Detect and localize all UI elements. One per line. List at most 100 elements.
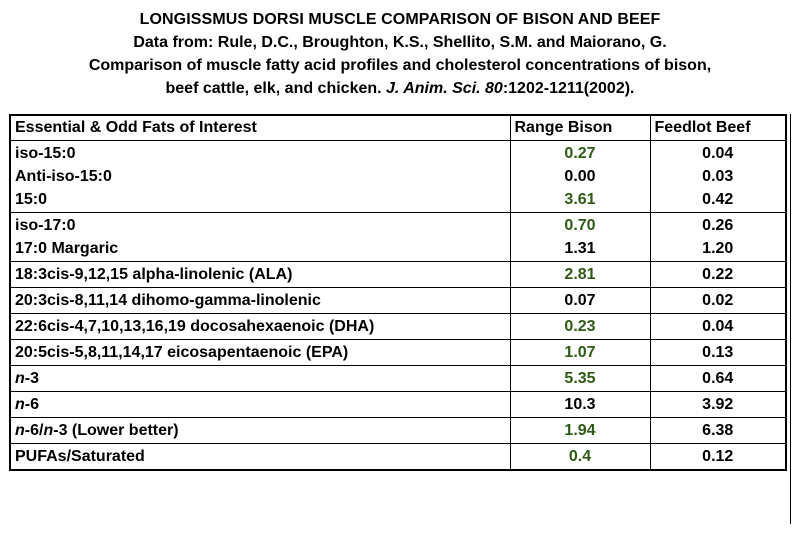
beef-value-cell: 0.64 <box>649 365 787 392</box>
bison-value: 2.81 <box>564 266 596 283</box>
fat-label-cell: n-6 <box>9 391 511 418</box>
fat-label-cell: 20:3cis-8,11,14 dihomo-gamma-linolenic <box>9 287 511 314</box>
label-italic-part: n <box>15 422 25 439</box>
fat-label-cell: iso-15:0 Anti-iso-15:0 15:0 <box>9 140 511 213</box>
beef-value: 0.26 <box>702 217 734 234</box>
table-row: PUFAs/Saturated 0.4 0.12 <box>9 443 787 471</box>
fat-label-cell: 18:3cis-9,12,15 alpha-linolenic (ALA) <box>9 261 511 288</box>
citation-pages: :1202-1211(2002). <box>502 80 635 97</box>
beef-value-cell: 0.26 1.20 <box>649 212 787 262</box>
beef-value: 0.22 <box>702 266 734 283</box>
label-part: -6/ <box>24 422 44 439</box>
beef-value: 0.13 <box>702 344 734 361</box>
beef-value-cell: 0.22 <box>649 261 787 288</box>
citation-article-end: beef cattle, elk, and chicken. <box>165 80 387 97</box>
beef-value-cell: 0.12 <box>649 443 787 471</box>
bison-value: 1.94 <box>564 422 596 439</box>
table-row: n-3 5.35 0.64 <box>9 365 787 392</box>
fat-label: 15:0 <box>15 191 48 208</box>
table-body: iso-15:0 Anti-iso-15:0 15:0 0.27 0.00 3.61 0.0… <box>9 140 787 471</box>
bison-value: 0.07 <box>564 292 596 309</box>
fat-label-cell: 22:6cis-4,7,10,13,16,19 docosahexaenoic … <box>9 313 511 340</box>
beef-value: 1.20 <box>702 240 734 257</box>
beef-value: 0.04 <box>702 318 734 335</box>
fat-label: 20:5cis-5,8,11,14,17 eicosapentaenoic (E… <box>15 344 349 361</box>
fat-label: n-3 <box>15 367 506 390</box>
bison-value-cell: 0.4 <box>509 443 651 471</box>
fatty-acid-table: Essential & Odd Fats of Interest Range B… <box>9 114 787 471</box>
fat-label-cell: n-6/n-3 (Lower better) <box>9 417 511 444</box>
bison-value-cell: 0.27 0.00 3.61 <box>509 140 651 213</box>
bison-value: 1.31 <box>564 240 596 257</box>
fat-label: 17:0 Margaric <box>15 240 119 257</box>
table-row: n-6/n-3 (Lower better) 1.94 6.38 <box>9 417 787 444</box>
table-header-row: Essential & Odd Fats of Interest Range B… <box>9 114 787 141</box>
table-row: iso-15:0 Anti-iso-15:0 15:0 0.27 0.00 3.61 0.0… <box>9 140 787 213</box>
fat-label-cell: 20:5cis-5,8,11,14,17 eicosapentaenoic (E… <box>9 339 511 366</box>
fat-label: iso-15:0 <box>15 145 76 162</box>
journal-name: J. Anim. Sci. 80 <box>386 80 503 97</box>
table-row: 20:3cis-8,11,14 dihomo-gamma-linolenic 0.… <box>9 287 787 314</box>
label-part: -3 <box>24 370 40 387</box>
beef-value-cell: 6.38 <box>649 417 787 444</box>
document-header: LONGISSMUS DORSI MUSCLE COMPARISON OF BI… <box>0 8 800 100</box>
beef-value-cell: 0.13 <box>649 339 787 366</box>
bison-value-cell: 0.07 <box>509 287 651 314</box>
citation-authors: Data from: Rule, D.C., Broughton, K.S., … <box>133 34 667 51</box>
fat-label: n-6 <box>15 393 506 416</box>
table-row: 22:6cis-4,7,10,13,16,19 docosahexaenoic … <box>9 313 787 340</box>
bison-value: 0.23 <box>564 318 596 335</box>
label-part: -3 (Lower better) <box>53 422 179 439</box>
bison-value-cell: 2.81 <box>509 261 651 288</box>
bison-value: 10.3 <box>564 396 596 413</box>
bison-value-cell: 0.23 <box>509 313 651 340</box>
label-italic-part: n <box>15 370 25 387</box>
column-header-bison: Range Bison <box>509 114 651 141</box>
beef-value: 3.92 <box>702 396 734 413</box>
fat-label-cell: n-3 <box>9 365 511 392</box>
fat-label: Anti-iso-15:0 <box>15 168 112 185</box>
document-title: LONGISSMUS DORSI MUSCLE COMPARISON OF BI… <box>139 11 661 28</box>
bison-value: 3.61 <box>564 191 596 208</box>
label-part: -6 <box>24 396 40 413</box>
table-row: 18:3cis-9,12,15 alpha-linolenic (ALA) 2.8… <box>9 261 787 288</box>
label-italic-part: n <box>15 396 25 413</box>
table-row: n-6 10.3 3.92 <box>9 391 787 418</box>
beef-value-cell: 0.02 <box>649 287 787 314</box>
bison-value: 0.4 <box>568 448 592 465</box>
bison-value: 0.00 <box>564 168 596 185</box>
table-row: iso-17:0 17:0 Margaric 0.70 1.31 0.26 1.20 <box>9 212 787 262</box>
beef-value: 0.02 <box>702 292 734 309</box>
beef-value: 0.42 <box>702 191 734 208</box>
citation-journal-line: beef cattle, elk, and chicken. J. Anim. … <box>0 77 800 100</box>
column-header-fats: Essential & Odd Fats of Interest <box>9 114 511 141</box>
fat-label: iso-17:0 <box>15 217 76 234</box>
bison-value-cell: 10.3 <box>509 391 651 418</box>
beef-value: 0.64 <box>702 370 734 387</box>
beef-value-cell: 0.04 0.03 0.42 <box>649 140 787 213</box>
bison-value-cell: 0.70 1.31 <box>509 212 651 262</box>
beef-value-cell: 0.04 <box>649 313 787 340</box>
beef-value: 0.04 <box>702 145 734 162</box>
bison-value: 5.35 <box>564 370 596 387</box>
fat-label-cell: PUFAs/Saturated <box>9 443 511 471</box>
fat-label-cell: iso-17:0 17:0 Margaric <box>9 212 511 262</box>
column-header-beef: Feedlot Beef <box>649 114 787 141</box>
beef-value: 0.12 <box>702 448 734 465</box>
fat-label: 20:3cis-8,11,14 dihomo-gamma-linolenic <box>15 292 321 309</box>
fat-label: PUFAs/Saturated <box>15 448 145 465</box>
label-italic-part: n <box>43 422 54 439</box>
bison-value-cell: 5.35 <box>509 365 651 392</box>
fat-label: n-6/n-3 (Lower better) <box>15 419 506 442</box>
beef-value: 0.03 <box>702 168 734 185</box>
bison-value: 0.27 <box>564 145 596 162</box>
table-row: 20:5cis-5,8,11,14,17 eicosapentaenoic (E… <box>9 339 787 366</box>
bison-value-cell: 1.94 <box>509 417 651 444</box>
bison-value: 1.07 <box>564 344 596 361</box>
fat-label: 22:6cis-4,7,10,13,16,19 docosahexaenoic … <box>15 318 375 335</box>
beef-value-cell: 3.92 <box>649 391 787 418</box>
citation-article: Comparison of muscle fatty acid profiles… <box>88 57 712 74</box>
bison-value: 0.70 <box>564 217 596 234</box>
bison-value-cell: 1.07 <box>509 339 651 366</box>
beef-value: 6.38 <box>702 422 734 439</box>
